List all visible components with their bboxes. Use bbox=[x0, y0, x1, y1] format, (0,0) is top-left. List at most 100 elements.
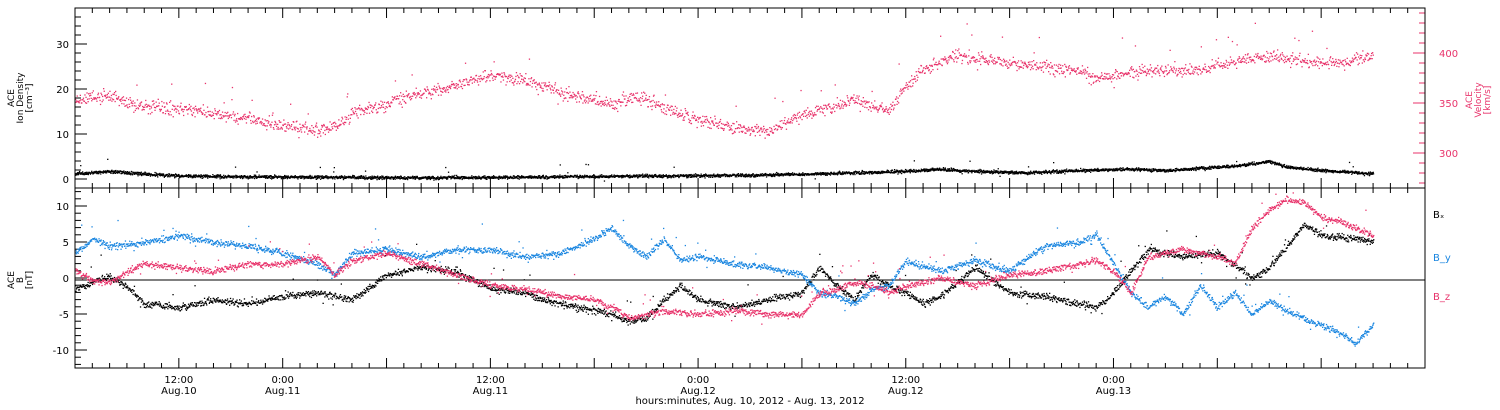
density-point bbox=[765, 176, 768, 178]
velocity-point bbox=[1342, 63, 1344, 66]
velocity-point bbox=[1192, 73, 1195, 75]
velocity-point bbox=[1296, 63, 1299, 65]
velocity-point bbox=[596, 103, 598, 105]
velocity-point bbox=[829, 106, 831, 108]
velocity-point bbox=[1029, 61, 1031, 63]
velocity-point bbox=[231, 99, 233, 101]
velocity-point bbox=[752, 130, 754, 133]
density-point bbox=[257, 175, 260, 178]
velocity-point bbox=[535, 81, 537, 83]
velocity-point bbox=[375, 109, 377, 111]
velocity-point bbox=[161, 105, 163, 107]
density-point bbox=[592, 176, 594, 179]
density-point bbox=[274, 174, 276, 176]
velocity-point bbox=[85, 96, 87, 98]
velocity-point bbox=[1370, 57, 1372, 60]
velocity-point bbox=[1366, 52, 1369, 54]
velocity-point bbox=[331, 123, 333, 125]
velocity-point bbox=[963, 53, 966, 55]
velocity-point bbox=[214, 108, 216, 110]
velocity-point bbox=[1049, 66, 1051, 69]
velocity-point bbox=[425, 89, 427, 91]
velocity-point bbox=[219, 114, 221, 116]
velocity-point bbox=[1202, 68, 1204, 70]
velocity-point bbox=[272, 127, 275, 129]
density-point bbox=[446, 178, 449, 180]
velocity-point bbox=[940, 58, 942, 60]
density-point bbox=[254, 175, 256, 177]
density-point bbox=[339, 175, 341, 177]
velocity-point bbox=[269, 124, 271, 126]
density-point bbox=[309, 175, 311, 177]
velocity-point bbox=[1335, 58, 1337, 61]
velocity-point bbox=[533, 80, 535, 82]
density-point bbox=[662, 175, 664, 177]
velocity-point bbox=[1086, 71, 1088, 73]
velocity-point bbox=[894, 104, 896, 106]
density-point bbox=[124, 172, 126, 174]
velocity-point bbox=[1159, 68, 1161, 70]
velocity-point bbox=[1363, 59, 1365, 61]
density-point bbox=[161, 175, 164, 177]
velocity-point bbox=[314, 131, 316, 133]
velocity-point bbox=[1128, 73, 1130, 75]
velocity-point bbox=[751, 126, 753, 129]
density-point bbox=[705, 174, 708, 176]
density-point bbox=[712, 176, 714, 178]
density-point bbox=[280, 175, 282, 178]
density-point bbox=[622, 174, 624, 177]
density-point bbox=[112, 170, 114, 172]
velocity-point bbox=[758, 130, 760, 133]
density-point bbox=[438, 177, 440, 179]
density-point bbox=[583, 175, 585, 177]
density-point bbox=[447, 177, 449, 179]
velocity-point bbox=[1348, 64, 1350, 66]
velocity-point bbox=[230, 117, 233, 119]
velocity-point bbox=[1145, 74, 1147, 77]
velocity-point bbox=[233, 119, 235, 122]
velocity-point bbox=[848, 100, 850, 103]
density-point bbox=[459, 176, 461, 178]
velocity-point bbox=[1106, 77, 1108, 79]
velocity-point bbox=[1294, 37, 1296, 39]
velocity-point bbox=[287, 128, 290, 130]
velocity-point bbox=[1273, 58, 1276, 60]
density-point bbox=[488, 177, 490, 179]
velocity-point bbox=[1132, 68, 1134, 70]
velocity-point bbox=[330, 129, 332, 131]
velocity-point bbox=[846, 104, 848, 106]
density-point bbox=[517, 178, 519, 180]
velocity-point bbox=[905, 82, 908, 84]
velocity-point bbox=[1068, 65, 1071, 67]
velocity-point bbox=[437, 94, 440, 96]
density-point bbox=[750, 176, 752, 178]
velocity-point bbox=[479, 78, 481, 80]
velocity-point bbox=[530, 77, 533, 79]
density-point bbox=[106, 169, 109, 172]
velocity-point bbox=[459, 81, 462, 83]
velocity-point bbox=[925, 65, 927, 68]
density-point bbox=[691, 174, 693, 176]
velocity-point bbox=[1217, 61, 1219, 63]
density-point bbox=[159, 175, 162, 177]
velocity-point bbox=[257, 117, 259, 119]
velocity-point bbox=[419, 96, 421, 98]
velocity-point bbox=[198, 110, 200, 112]
density-point bbox=[564, 177, 566, 179]
velocity-point bbox=[807, 107, 809, 109]
density-point bbox=[672, 175, 674, 177]
density-point bbox=[357, 178, 359, 180]
density-point bbox=[364, 177, 366, 180]
velocity-point bbox=[854, 100, 856, 102]
velocity-point bbox=[900, 93, 902, 95]
velocity-point bbox=[857, 102, 859, 104]
velocity-point bbox=[143, 109, 145, 111]
velocity-point bbox=[132, 102, 134, 105]
velocity-point bbox=[844, 104, 846, 106]
velocity-point bbox=[538, 83, 540, 85]
density-point bbox=[483, 177, 486, 179]
velocity-point bbox=[930, 70, 932, 73]
density-point bbox=[144, 173, 146, 176]
density-point bbox=[699, 175, 701, 177]
velocity-point bbox=[886, 111, 888, 113]
